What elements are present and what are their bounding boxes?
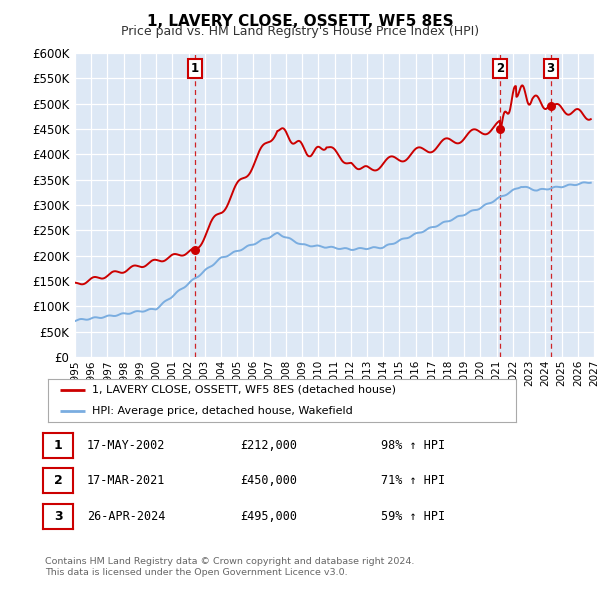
Text: 3: 3 xyxy=(547,62,554,75)
Text: 3: 3 xyxy=(54,510,62,523)
Text: 1, LAVERY CLOSE, OSSETT, WF5 8ES (detached house): 1, LAVERY CLOSE, OSSETT, WF5 8ES (detach… xyxy=(92,385,397,395)
Text: 1: 1 xyxy=(191,62,199,75)
Text: 71% ↑ HPI: 71% ↑ HPI xyxy=(381,474,445,487)
Text: 26-APR-2024: 26-APR-2024 xyxy=(87,510,166,523)
Text: £212,000: £212,000 xyxy=(240,439,297,452)
Text: 2: 2 xyxy=(496,62,504,75)
Text: 17-MAY-2002: 17-MAY-2002 xyxy=(87,439,166,452)
Text: Price paid vs. HM Land Registry's House Price Index (HPI): Price paid vs. HM Land Registry's House … xyxy=(121,25,479,38)
Text: Contains HM Land Registry data © Crown copyright and database right 2024.: Contains HM Land Registry data © Crown c… xyxy=(45,558,415,566)
Text: 17-MAR-2021: 17-MAR-2021 xyxy=(87,474,166,487)
Text: 1: 1 xyxy=(54,439,62,452)
Text: 2: 2 xyxy=(54,474,62,487)
Text: 98% ↑ HPI: 98% ↑ HPI xyxy=(381,439,445,452)
Text: 59% ↑ HPI: 59% ↑ HPI xyxy=(381,510,445,523)
Text: 1, LAVERY CLOSE, OSSETT, WF5 8ES: 1, LAVERY CLOSE, OSSETT, WF5 8ES xyxy=(146,14,454,28)
Text: £495,000: £495,000 xyxy=(240,510,297,523)
Text: This data is licensed under the Open Government Licence v3.0.: This data is licensed under the Open Gov… xyxy=(45,568,347,577)
Text: £450,000: £450,000 xyxy=(240,474,297,487)
Text: HPI: Average price, detached house, Wakefield: HPI: Average price, detached house, Wake… xyxy=(92,406,353,416)
